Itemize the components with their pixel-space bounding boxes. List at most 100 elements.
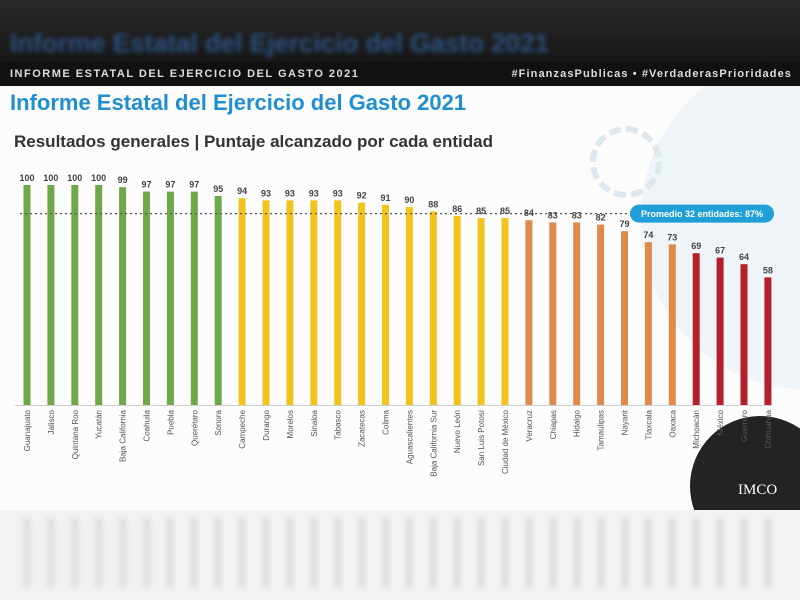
blurred-stripe bbox=[406, 518, 413, 588]
bar bbox=[23, 185, 31, 405]
bar-value-label: 95 bbox=[213, 184, 223, 194]
blurred-stripe bbox=[167, 518, 174, 588]
blurred-stripe bbox=[478, 518, 485, 588]
blurred-stripe bbox=[382, 518, 389, 588]
slide: Informe Estatal del Ejercicio del Gasto … bbox=[0, 86, 800, 510]
category-label: Colima bbox=[382, 409, 391, 434]
bar-value-label: 67 bbox=[715, 246, 725, 256]
category-label: Oaxaca bbox=[668, 409, 677, 437]
category-label: México bbox=[716, 409, 725, 435]
bar bbox=[716, 257, 724, 405]
blurred-stripe bbox=[24, 518, 30, 588]
bar bbox=[262, 200, 270, 405]
bar bbox=[597, 224, 605, 405]
blurred-stripe bbox=[717, 518, 724, 588]
bar-value-label: 90 bbox=[404, 195, 414, 205]
blurred-stripe bbox=[310, 518, 317, 588]
blurred-stripe bbox=[215, 518, 222, 588]
bar bbox=[668, 244, 676, 405]
bar bbox=[764, 277, 772, 405]
category-label: Tlaxcala bbox=[644, 409, 653, 439]
bar-value-label: 64 bbox=[739, 252, 749, 262]
bar bbox=[47, 185, 55, 405]
bar bbox=[310, 200, 318, 405]
bar-value-label: 93 bbox=[309, 188, 319, 198]
bar bbox=[286, 200, 294, 405]
bar-value-label: 83 bbox=[548, 210, 558, 220]
bar-value-label: 100 bbox=[43, 173, 58, 183]
bar-value-label: 73 bbox=[667, 232, 677, 242]
blurred-stripe bbox=[549, 518, 556, 588]
bar bbox=[740, 264, 748, 405]
blurred-bottom-area bbox=[0, 510, 800, 600]
average-badge bbox=[630, 204, 774, 223]
bar bbox=[549, 222, 557, 405]
bar-value-label: 93 bbox=[333, 188, 343, 198]
blurred-stripe bbox=[454, 518, 461, 588]
blurred-stripe bbox=[71, 518, 78, 588]
bar bbox=[166, 191, 174, 405]
bar bbox=[238, 198, 246, 405]
chart-subtitle: Resultados generales | Puntaje alcanzado… bbox=[14, 132, 494, 151]
bar bbox=[382, 204, 389, 405]
bar bbox=[334, 200, 342, 405]
header-report-title: INFORME ESTATAL DEL EJERCICIO DEL GASTO … bbox=[10, 68, 360, 80]
blurred-stripe bbox=[143, 518, 150, 588]
category-label: Nuevo León bbox=[453, 410, 462, 453]
category-label: Aguascalientes bbox=[405, 410, 414, 464]
blurred-stripe bbox=[764, 518, 771, 588]
bar-chart: 100 Guanajuato 100 Jalisco 100 Quintana Roo 10… bbox=[15, 173, 774, 477]
bar bbox=[525, 220, 533, 405]
blurred-header-strip: Informe Estatal del Ejercicio del Gasto … bbox=[0, 0, 800, 62]
blurred-stripe bbox=[191, 518, 198, 588]
bar bbox=[190, 191, 198, 405]
bar-value-label: 100 bbox=[67, 173, 82, 183]
category-label: Veracruz bbox=[525, 410, 534, 442]
category-label: Tamaulipas bbox=[597, 410, 606, 450]
blurred-stripe bbox=[47, 518, 54, 588]
category-label: Sonora bbox=[214, 409, 223, 435]
category-label: Morelos bbox=[286, 410, 295, 438]
blurred-title: Informe Estatal del Ejercicio del Gasto … bbox=[10, 28, 549, 58]
blurred-stripe bbox=[597, 518, 604, 588]
category-label: Baja California bbox=[119, 409, 128, 462]
bar-value-label: 97 bbox=[165, 180, 175, 190]
blurred-stripe bbox=[95, 518, 102, 588]
category-label: Querétaro bbox=[190, 409, 199, 446]
bar-value-label: 83 bbox=[572, 210, 582, 220]
bar-value-label: 82 bbox=[596, 213, 606, 223]
category-label: Hidalgo bbox=[573, 409, 582, 437]
header-hashtags: #FinanzasPublicas • #VerdaderasPrioridad… bbox=[511, 68, 792, 80]
blurred-stripe bbox=[621, 518, 628, 588]
category-label: Tabasco bbox=[334, 409, 343, 439]
bar-value-label: 97 bbox=[189, 180, 199, 190]
average-label: Promedio 32 entidades: 87% bbox=[641, 209, 763, 219]
bar-value-label: 86 bbox=[452, 204, 462, 214]
bar-value-label: 93 bbox=[285, 188, 295, 198]
bar bbox=[453, 215, 461, 405]
bar-value-label: 92 bbox=[357, 191, 367, 201]
bar bbox=[214, 196, 222, 405]
category-label: Guerrero bbox=[740, 409, 749, 442]
bar-value-label: 79 bbox=[619, 219, 629, 229]
bar-value-label: 93 bbox=[261, 188, 271, 198]
bar bbox=[501, 218, 509, 405]
bar bbox=[95, 185, 103, 405]
category-label: Guanajuato bbox=[23, 409, 32, 451]
bar bbox=[119, 187, 127, 405]
blurred-stripe bbox=[741, 518, 747, 588]
bar bbox=[71, 185, 79, 405]
bar-value-label: 100 bbox=[91, 173, 106, 183]
bar bbox=[358, 202, 366, 405]
category-label: Durango bbox=[262, 409, 271, 440]
category-label: Chiapas bbox=[549, 410, 558, 439]
bar-value-label: 94 bbox=[237, 186, 247, 196]
category-label: Campeche bbox=[238, 409, 247, 448]
category-label: Quintana Roo bbox=[71, 409, 80, 459]
category-label: Zacatecas bbox=[358, 410, 367, 447]
imco-logo: IMCO bbox=[738, 482, 778, 498]
blurred-stripe bbox=[669, 518, 676, 588]
blurred-stripe bbox=[239, 518, 246, 588]
bar-value-label: 85 bbox=[476, 206, 486, 216]
category-label: Yucatán bbox=[95, 410, 104, 439]
